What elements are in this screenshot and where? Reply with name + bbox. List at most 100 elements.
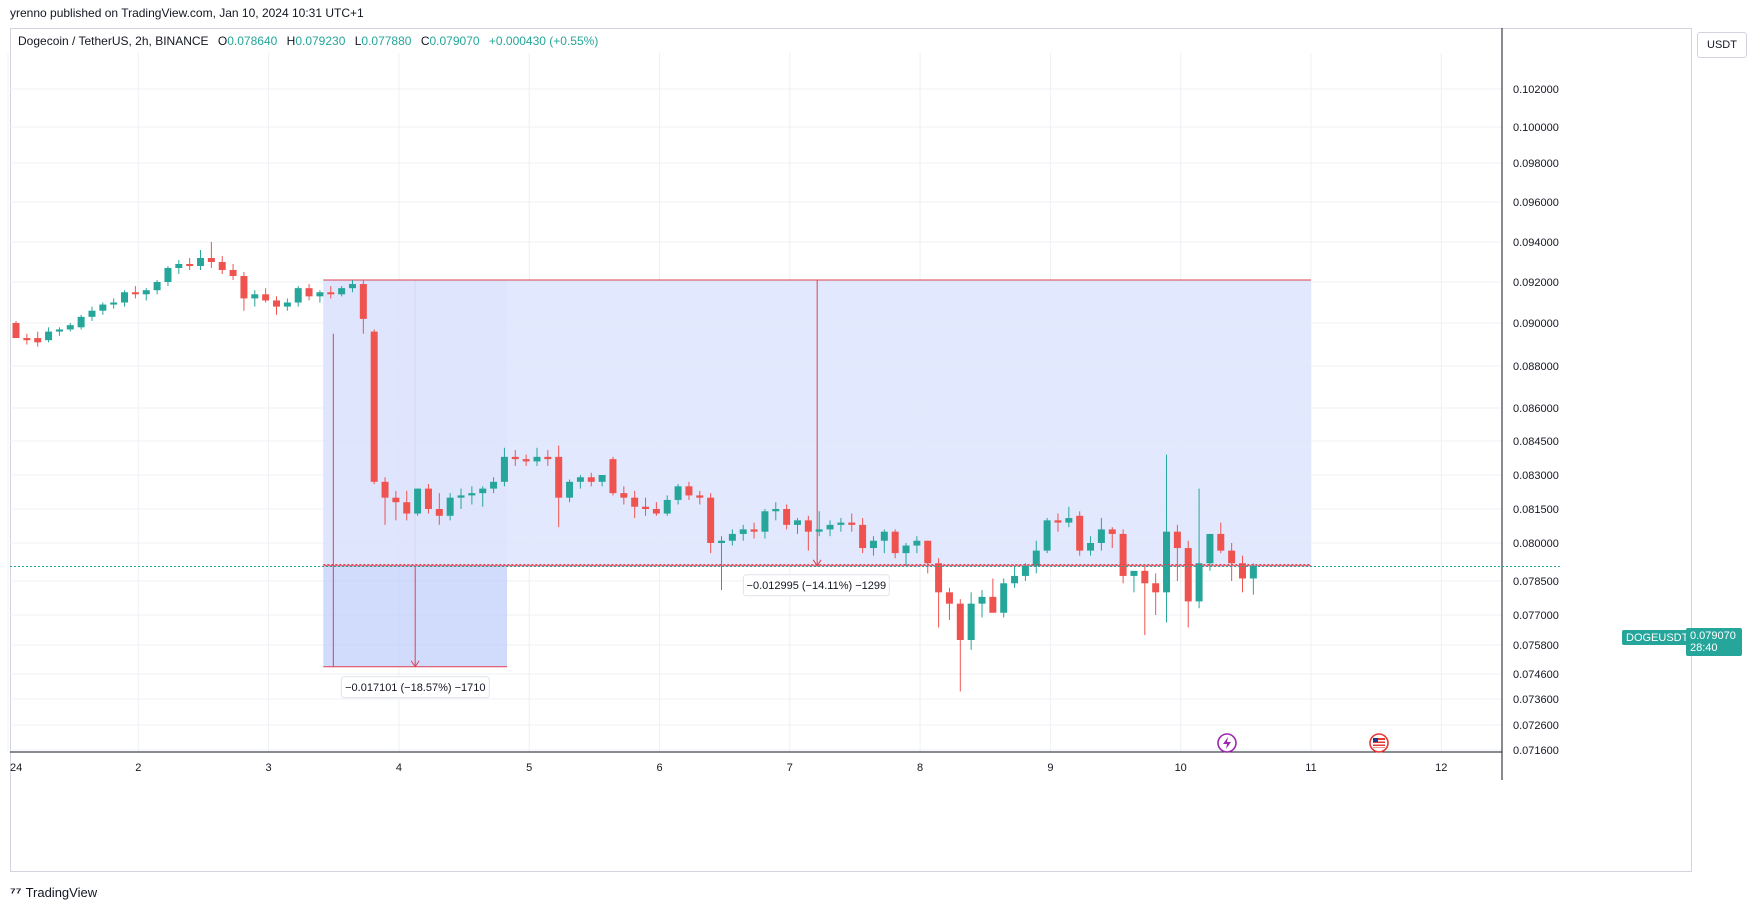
candle [392,490,400,521]
candle [283,298,291,311]
candle-body [1087,543,1095,551]
candle-body [77,316,85,328]
candle [652,502,660,516]
candle [262,288,270,303]
candle [598,475,606,487]
candle-body [880,531,888,541]
candle [34,331,42,347]
candle-body [783,509,791,525]
candle [718,536,726,591]
bar-countdown: 28:40 [1690,642,1718,654]
candle [403,490,411,521]
candle-body [121,292,129,303]
candle-body [240,276,248,299]
candle [131,286,139,299]
candle [935,558,943,628]
candle-body [609,459,617,494]
y-tick-label: 0.081500 [1513,504,1559,516]
y-tick-label: 0.080000 [1513,538,1559,550]
candle [1239,555,1247,593]
measure-label-1: −0.017101 (−18.57%) −1710 [340,676,490,699]
x-tick-label: 2 [135,762,141,774]
candle [348,280,356,293]
tradingview-logo[interactable]: ⁷⁷ TradingView [10,884,97,900]
y-tick-label: 0.102000 [1513,84,1559,96]
y-tick-label: 0.075800 [1513,640,1559,652]
candle-body [707,497,715,543]
candle-body [175,264,183,268]
candle [880,529,888,554]
candle [891,529,899,559]
measure-labels: −0.017101 (−18.57%) −1710 −0.012995 (−14.… [340,574,890,699]
x-tick-label: 7 [787,762,793,774]
candle [978,590,986,618]
candle [240,272,248,311]
candle [967,592,975,650]
candle-body [718,540,726,543]
candle-body [859,524,867,549]
candle-body [761,511,769,532]
candle-body [1021,565,1029,576]
candle [869,536,877,556]
y-tick-label: 0.088000 [1513,361,1559,373]
candle [110,298,118,309]
candle-body [913,540,921,546]
x-tick-label: 11 [1305,762,1316,774]
candle-body [652,509,660,514]
candle-body [1217,533,1225,551]
candle [1108,527,1116,549]
candle [446,493,454,521]
candle-body [1054,520,1062,523]
candle [370,329,378,485]
measure-ranges [323,279,1311,668]
measure-arrow-head [812,559,822,567]
y-tick-label: 0.100000 [1513,122,1559,134]
candle-body [348,284,356,289]
candle [207,242,215,268]
candle-body [197,258,205,266]
candle-body [1097,529,1105,543]
candle [1130,570,1138,593]
symbol-title[interactable]: Dogecoin / TetherUS, 2h, BINANCE [18,34,209,48]
candle [815,511,823,537]
candle [490,477,498,494]
measure-label-text: −0.017101 (−18.57%) −1710 [345,682,485,694]
candle-body [685,486,693,496]
candle-body [978,596,986,604]
candle-body [1184,548,1192,602]
candle-body [1228,550,1236,564]
y-tick-label: 0.098000 [1513,158,1559,170]
candle [685,481,693,500]
candle [1119,529,1127,584]
y-tick-label: 0.090000 [1513,318,1559,330]
candle-body [1043,520,1051,551]
candle-body [924,540,932,564]
candle-body [555,456,563,498]
candle [533,447,541,466]
candle [1087,536,1095,556]
candle-body [110,302,118,305]
chart-frame[interactable] [10,28,1692,872]
candle [316,290,324,303]
candle [663,495,671,516]
candle-body [66,325,74,330]
us-flag-icon[interactable] [1369,733,1389,753]
candle [555,445,563,528]
lightning-icon[interactable] [1217,733,1237,753]
candle-body [251,294,259,299]
candle-body [414,488,422,514]
candle-body [283,302,291,307]
currency-selector[interactable]: USDT [1697,32,1747,58]
candle-body [956,603,964,640]
candle-body [674,486,682,500]
candle-body [1249,565,1257,579]
candle-body [500,456,508,482]
last-price-value: 0.079070 [1690,630,1736,642]
candle-body [45,331,53,341]
x-tick-label: 24 [10,762,22,774]
candle-body [392,497,400,503]
candle-body [153,282,161,291]
candle [772,502,780,521]
candle [631,490,639,519]
